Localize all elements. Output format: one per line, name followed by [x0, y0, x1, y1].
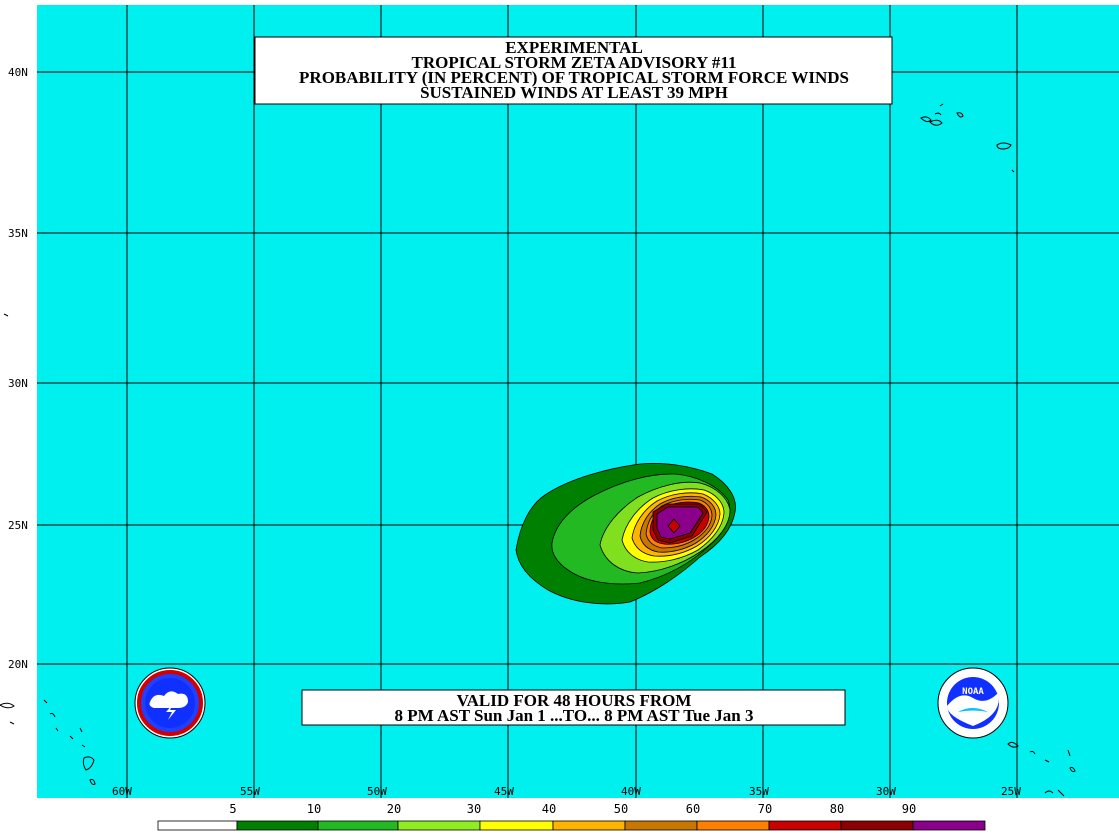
legend-label: 5 — [229, 802, 236, 816]
valid-line-1: VALID FOR 48 HOURS FROM — [457, 691, 692, 710]
noaa-logo-text: NOAA — [962, 687, 984, 697]
lon-label: 40W — [621, 785, 641, 798]
title-background — [254, 36, 893, 105]
canary-outline — [1007, 741, 1076, 797]
title-box: EXPERIMENTAL TROPICAL STORM ZETA ADVISOR… — [254, 36, 893, 105]
azores-outline — [920, 103, 964, 126]
title-line-3: PROBABILITY (IN PERCENT) OF TROPICAL STO… — [299, 68, 849, 87]
legend-label: 50 — [614, 802, 628, 816]
lon-label: 30W — [876, 785, 896, 798]
legend-swatch — [840, 820, 914, 831]
lon-label: 25W — [1001, 785, 1021, 798]
lon-label: 55W — [240, 785, 260, 798]
legend-swatch — [157, 820, 238, 831]
legend: 5 10 20 30 40 50 60 70 80 90 — [157, 802, 986, 831]
legend-label: 40 — [542, 802, 556, 816]
latitude-labels: 40N 35N 30N 25N 20N — [8, 66, 28, 671]
contour-max — [656, 506, 704, 540]
legend-label: 70 — [758, 802, 772, 816]
wind-probability-contours — [515, 463, 736, 605]
valid-line-2: 8 PM AST Sun Jan 1 ...TO... 8 PM AST Tue… — [394, 706, 753, 725]
lat-label: 25N — [8, 519, 28, 532]
legend-swatch — [912, 820, 986, 831]
legend-swatch — [768, 820, 842, 831]
lat-label: 35N — [8, 227, 28, 240]
legend-swatch — [236, 820, 319, 831]
legend-swatch — [624, 820, 698, 831]
valid-period-box: VALID FOR 48 HOURS FROM 8 PM AST Sun Jan… — [301, 689, 846, 726]
legend-label: 20 — [387, 802, 401, 816]
legend-swatch — [552, 820, 626, 831]
coastlines — [0, 103, 1076, 797]
storm-center-marker — [667, 518, 681, 534]
legend-label: 10 — [307, 802, 321, 816]
noaa-logo: NOAA — [937, 667, 1009, 739]
legend-label: 80 — [830, 802, 844, 816]
title-line-4: SUSTAINED WINDS AT LEAST 39 MPH — [420, 83, 728, 102]
lon-label: 45W — [494, 785, 514, 798]
legend-swatch — [479, 820, 554, 831]
legend-label: 90 — [902, 802, 916, 816]
legend-swatch — [317, 820, 399, 831]
title-line-2: TROPICAL STORM ZETA ADVISORY #11 — [412, 53, 737, 72]
title-line-1: EXPERIMENTAL — [505, 38, 643, 57]
ocean-area — [37, 5, 1119, 798]
legend-swatch — [397, 820, 481, 831]
legend-swatches — [157, 820, 986, 831]
noaa-logo-seagull — [958, 708, 988, 712]
madeira-outline — [996, 142, 1015, 173]
legend-label: 60 — [686, 802, 700, 816]
valid-background — [301, 689, 846, 726]
nws-logo-cloud — [149, 691, 188, 708]
lon-label: 35W — [749, 785, 769, 798]
lat-label: 20N — [8, 658, 28, 671]
lat-lon-grid — [37, 5, 1119, 798]
nws-logo-lightning — [166, 704, 176, 720]
lat-label: 30N — [8, 377, 28, 390]
caribbean-outline — [0, 313, 96, 785]
lon-label: 60W — [112, 785, 132, 798]
lat-label: 40N — [8, 66, 28, 79]
longitude-labels: 60W 55W 50W 45W 40W 35W 30W 25W — [112, 785, 1021, 798]
legend-swatch — [696, 820, 770, 831]
nws-logo — [134, 667, 206, 739]
lon-label: 50W — [367, 785, 387, 798]
legend-label: 30 — [467, 802, 481, 816]
